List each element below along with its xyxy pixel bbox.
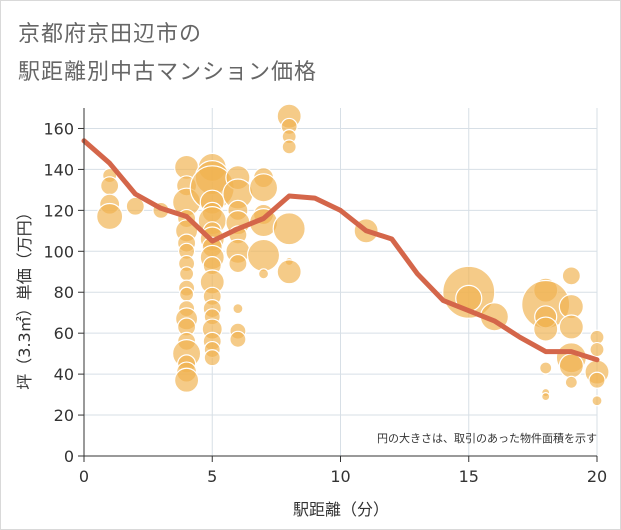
bubble-point bbox=[281, 139, 297, 155]
bubble-point bbox=[228, 253, 248, 274]
y-tick-label: 40 bbox=[54, 365, 74, 384]
x-axis-label: 駅距離（分） bbox=[293, 500, 389, 519]
bubble-point bbox=[125, 196, 145, 216]
bubble-point bbox=[179, 266, 195, 282]
bubble-point bbox=[561, 266, 581, 286]
y-tick-label: 160 bbox=[43, 119, 74, 138]
bubble-point bbox=[564, 375, 578, 389]
bubble-point bbox=[229, 330, 247, 348]
bubble-point bbox=[541, 392, 551, 402]
x-tick-label: 15 bbox=[459, 467, 479, 486]
bubble-point bbox=[588, 371, 606, 389]
average-price-line bbox=[81, 138, 600, 363]
bubble-point bbox=[272, 212, 306, 246]
bubble-point bbox=[533, 316, 559, 342]
x-tick-label: 20 bbox=[587, 467, 607, 486]
y-tick-label: 100 bbox=[43, 242, 74, 261]
x-tick-label: 10 bbox=[330, 467, 350, 486]
bubble-point bbox=[539, 361, 553, 375]
size-note: 円の大きさは、取引のあった物件面積を示す bbox=[377, 431, 597, 445]
y-axis-label: 坪（3.3㎡）単価（万円） bbox=[15, 204, 34, 389]
bubble-point bbox=[203, 349, 221, 367]
bubble-point bbox=[96, 202, 124, 231]
x-tick-label: 5 bbox=[207, 467, 217, 486]
chart-title-line1: 京都府京田辺市の bbox=[18, 22, 203, 47]
bubble-point bbox=[179, 286, 195, 302]
bubble-point bbox=[248, 173, 279, 203]
bubble-point bbox=[591, 395, 603, 407]
y-tick-label: 60 bbox=[54, 324, 74, 343]
bubble-point bbox=[276, 259, 302, 285]
y-tick-label: 80 bbox=[54, 283, 74, 302]
chart-title-line2: 駅距離別中古マンション価格 bbox=[18, 60, 318, 85]
y-tick-label: 140 bbox=[43, 160, 74, 179]
y-tick-label: 0 bbox=[64, 447, 74, 466]
y-tick-label: 120 bbox=[43, 201, 74, 220]
bubbles bbox=[81, 103, 610, 407]
bubble-point bbox=[232, 303, 244, 315]
bubble-point bbox=[558, 353, 584, 379]
tick-labels: 0 20 40 60 80 100 120 140 160 0 5 10 15 20 bbox=[43, 119, 607, 486]
axes bbox=[78, 108, 598, 462]
bubble-point bbox=[174, 367, 200, 393]
bubble-point bbox=[589, 341, 605, 358]
bubble-point bbox=[257, 268, 270, 280]
grid bbox=[84, 108, 598, 456]
x-tick-label: 0 bbox=[79, 467, 89, 486]
bubble-point bbox=[100, 176, 120, 196]
bubble-point bbox=[246, 238, 281, 272]
bubble-point bbox=[558, 314, 584, 340]
y-tick-label: 20 bbox=[54, 406, 74, 425]
